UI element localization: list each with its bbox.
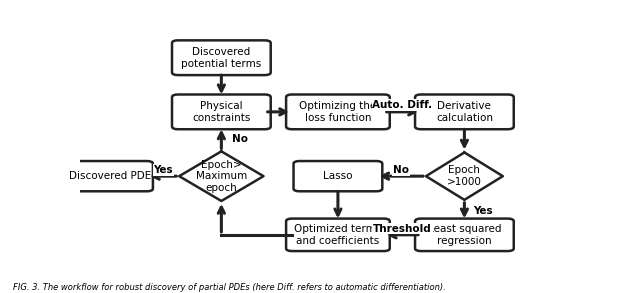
FancyBboxPatch shape <box>415 219 514 251</box>
Text: Yes: Yes <box>153 165 173 175</box>
FancyBboxPatch shape <box>415 95 514 129</box>
Text: Yes: Yes <box>474 206 493 216</box>
Text: Optimizing the
loss function: Optimizing the loss function <box>300 101 376 123</box>
Text: No: No <box>393 165 409 175</box>
Polygon shape <box>426 152 503 200</box>
Text: Discovered
potential terms: Discovered potential terms <box>181 47 262 69</box>
Text: Epoch
>1000: Epoch >1000 <box>447 165 482 187</box>
Text: Threshold: Threshold <box>373 224 432 234</box>
FancyBboxPatch shape <box>294 161 382 191</box>
FancyBboxPatch shape <box>172 40 271 75</box>
Polygon shape <box>179 151 264 201</box>
FancyBboxPatch shape <box>67 161 153 191</box>
FancyBboxPatch shape <box>286 95 390 129</box>
Text: Least squared
regression: Least squared regression <box>428 224 501 246</box>
Text: Optimized terms
and coefficients: Optimized terms and coefficients <box>294 224 381 246</box>
Text: Discovered PDE: Discovered PDE <box>68 171 151 181</box>
FancyBboxPatch shape <box>172 95 271 129</box>
Text: FIG. 3. The workflow for robust discovery of partial PDEs (here Diff. refers to : FIG. 3. The workflow for robust discover… <box>13 282 445 292</box>
Text: Lasso: Lasso <box>323 171 353 181</box>
Text: Physical
constraints: Physical constraints <box>192 101 250 123</box>
Text: Epoch>
Maximum
epoch: Epoch> Maximum epoch <box>196 160 247 193</box>
Text: Derivative
calculation: Derivative calculation <box>436 101 493 123</box>
Text: No: No <box>232 134 248 144</box>
FancyBboxPatch shape <box>286 219 390 251</box>
Text: Auto. Diff.: Auto. Diff. <box>372 100 433 110</box>
